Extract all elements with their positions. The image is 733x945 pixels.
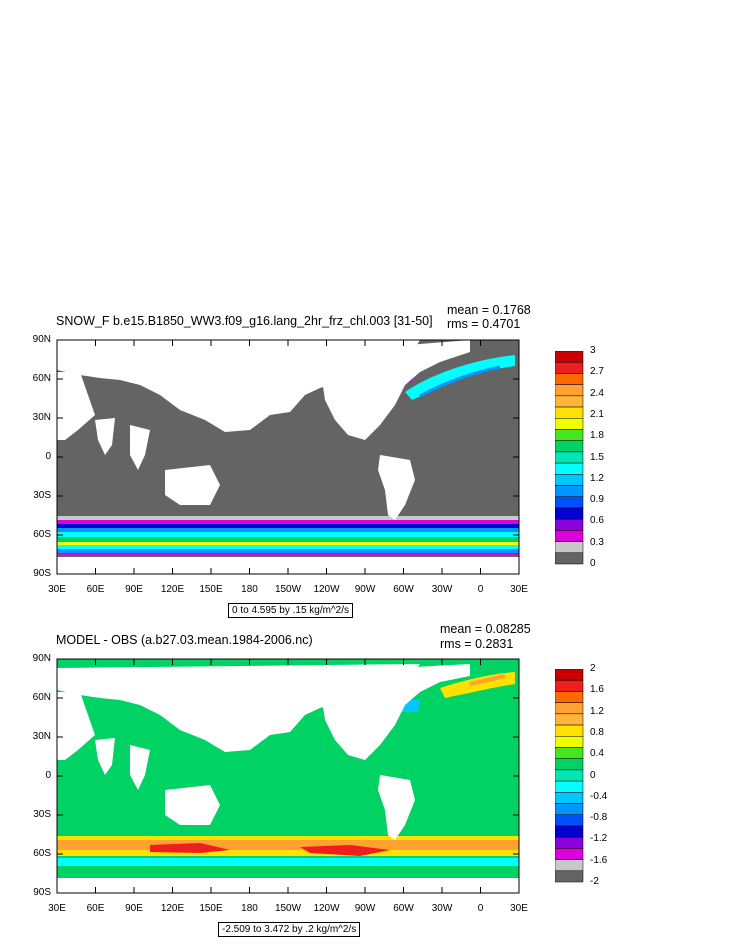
panel-2-axis-ticks	[56, 658, 520, 894]
colorbar-label: 2.1	[590, 408, 604, 420]
lat-tick-label: 60N	[32, 373, 51, 384]
lon-tick-label: 120W	[313, 903, 340, 914]
colorbar-cell	[555, 870, 584, 883]
lon-tick-label: 60W	[393, 903, 414, 914]
lon-tick-label: 30E	[48, 903, 66, 914]
panel-2-range-label: -2.509 to 3.472 by .2 kg/m^2/s	[218, 922, 361, 937]
panel-2-land	[57, 664, 519, 893]
lat-tick-label: 30S	[33, 809, 51, 820]
lat-tick-label: 30S	[33, 490, 51, 501]
colorbar-cell	[555, 825, 584, 838]
colorbar-cell	[555, 814, 584, 827]
colorbar-label: -1.6	[590, 854, 608, 866]
lat-tick-label: 90N	[32, 334, 51, 345]
lon-tick-label: 60W	[393, 584, 414, 595]
lon-tick-label: 30W	[431, 903, 453, 914]
colorbar-label: 1.8	[590, 430, 604, 442]
lon-tick-label: 120E	[160, 903, 185, 914]
lon-tick-label: 0	[477, 903, 484, 914]
colorbar-cell	[555, 769, 584, 782]
colorbar-cell	[555, 780, 584, 793]
colorbar-label: 1.5	[590, 451, 604, 463]
lat-tick-label: 0	[45, 770, 51, 781]
lon-tick-label: 150W	[274, 903, 302, 914]
lon-tick-label: 120E	[160, 584, 185, 595]
lon-tick-label: 180	[241, 584, 258, 595]
colorbar-cell	[555, 691, 584, 703]
panel-2-title: MODEL - OBS (a.b27.03.mean.1984-2006.nc)	[56, 633, 313, 647]
lat-tick-label: 0	[45, 451, 51, 462]
colorbar-label: 3	[590, 345, 596, 356]
colorbar-cell	[555, 803, 584, 815]
colorbar-label: 0.9	[590, 494, 604, 506]
panel-2-rms: rms = 0.2831	[440, 637, 514, 651]
lon-tick-label: 120W	[313, 584, 340, 595]
panel-1-rms: rms = 0.4701	[447, 317, 521, 331]
colorbar-label: 1.2	[590, 705, 604, 717]
colorbar-cell	[555, 836, 584, 849]
colorbar-cell	[555, 702, 584, 715]
colorbar-label: -0.4	[590, 790, 608, 802]
lat-tick-label: 30N	[32, 731, 51, 742]
lon-tick-label: 150W	[274, 584, 302, 595]
lon-tick-label: 30E	[510, 584, 528, 595]
lat-tick-label: 60S	[33, 848, 51, 859]
colorbar-cell	[555, 848, 584, 860]
panel-1-mean: mean = 0.1768	[447, 303, 531, 317]
panel-2-colorbar	[555, 669, 584, 883]
lon-tick-label: 150E	[199, 584, 223, 595]
panel-1-title: SNOW_F b.e15.B1850_WW3.f09_g16.lang_2hr_…	[56, 314, 433, 328]
colorbar-label: 1.2	[590, 472, 604, 484]
colorbar-cell	[555, 736, 584, 748]
lat-tick-label: 30N	[32, 412, 51, 423]
lon-tick-label: 90E	[125, 903, 143, 914]
lon-tick-label: 30E	[48, 584, 66, 595]
colorbar-cell	[555, 724, 584, 737]
colorbar-label: 2	[590, 663, 596, 674]
lon-tick-label: 90E	[125, 584, 143, 595]
colorbar-cell	[555, 713, 584, 726]
colorbar-cell	[555, 758, 584, 771]
colorbar-label: 0.8	[590, 726, 604, 738]
colorbar-cell	[555, 669, 584, 681]
colorbar-label: 2.7	[590, 366, 604, 378]
lat-tick-label: 60S	[33, 529, 51, 540]
lon-tick-label: 90W	[354, 584, 376, 595]
panel-1-axis-ticks	[56, 339, 520, 575]
panel-1-colorbar	[555, 351, 584, 565]
lon-tick-label: 90W	[354, 903, 376, 914]
colorbar-label: 1.6	[590, 684, 604, 696]
colorbar-cell	[555, 552, 584, 565]
colorbar-label: 0.4	[590, 748, 604, 760]
colorbar-label: 0	[590, 769, 596, 781]
lon-tick-label: 180	[241, 903, 258, 914]
colorbar-label: -0.8	[590, 812, 608, 824]
colorbar-cell	[555, 859, 584, 872]
lat-tick-label: 90S	[33, 568, 51, 579]
colorbar-cell	[555, 679, 584, 692]
colorbar-label: 0.3	[590, 536, 604, 548]
colorbar-label: 2.4	[590, 387, 604, 399]
panel-2-mean: mean = 0.08285	[440, 622, 531, 636]
lon-tick-label: 150E	[199, 903, 223, 914]
lon-tick-label: 60E	[86, 584, 105, 595]
lon-tick-label: 0	[477, 584, 484, 595]
colorbar-cell	[555, 792, 584, 804]
colorbar-label: 0.6	[590, 515, 604, 527]
lat-tick-label: 60N	[32, 692, 51, 703]
colorbar-label: -2	[590, 876, 599, 887]
colorbar-label: -1.2	[590, 833, 608, 845]
lat-tick-label: 90S	[33, 887, 51, 898]
colorbar-label: 0	[590, 558, 596, 569]
lon-tick-label: 60E	[86, 903, 105, 914]
panel-1-range-label: 0 to 4.595 by .15 kg/m^2/s	[228, 603, 353, 618]
lat-tick-label: 90N	[32, 653, 51, 664]
lon-tick-label: 30W	[431, 584, 453, 595]
lon-tick-label: 30E	[510, 903, 528, 914]
colorbar-cell	[555, 747, 584, 759]
